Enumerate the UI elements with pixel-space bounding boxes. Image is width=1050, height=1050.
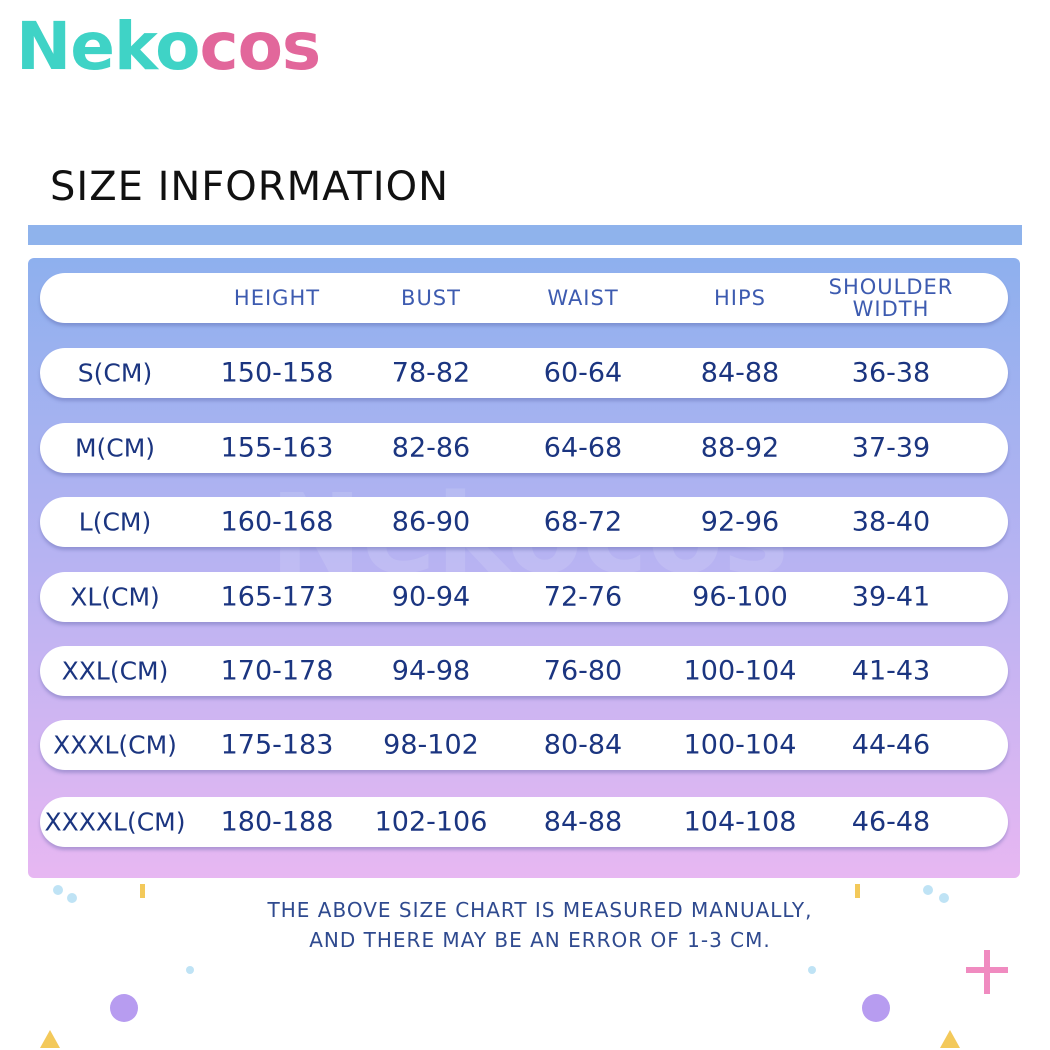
table-cell: 98-102 xyxy=(383,729,479,761)
table-cell: 84-88 xyxy=(700,357,780,389)
table-row xyxy=(40,423,1008,473)
table-cell: 44-46 xyxy=(851,729,931,761)
column-header: BUST xyxy=(401,286,461,310)
table-cell: 39-41 xyxy=(851,581,931,613)
title: SIZE INFORMATION xyxy=(50,164,449,210)
table-row xyxy=(40,348,1008,398)
size-label: XXXXL(CM) xyxy=(44,807,186,837)
table-cell: 37-39 xyxy=(851,432,931,464)
header-row xyxy=(40,273,1008,323)
column-header-line: WIDTH xyxy=(852,297,930,321)
table-cell: 170-178 xyxy=(220,655,334,687)
note-line: AND THERE MAY BE AN ERROR OF 1-3 CM. xyxy=(309,928,771,952)
table-cell: 100-104 xyxy=(683,655,797,687)
column-header: HEIGHT xyxy=(233,286,321,310)
size-label: S(CM) xyxy=(77,358,153,388)
table-cell: 80-84 xyxy=(543,729,623,761)
table-cell: 68-72 xyxy=(543,506,623,538)
logo-part: cos xyxy=(199,8,321,85)
table-cell: 92-96 xyxy=(700,506,780,538)
table-cell: 94-98 xyxy=(391,655,471,687)
table-row xyxy=(40,797,1008,847)
table-cell: 180-188 xyxy=(220,806,334,838)
table-row xyxy=(40,497,1008,547)
note-line: THE ABOVE SIZE CHART IS MEASURED MANUALL… xyxy=(267,898,813,922)
table-cell: 82-86 xyxy=(391,432,471,464)
table-cell: 86-90 xyxy=(391,506,471,538)
table-cell: 36-38 xyxy=(851,357,931,389)
table-row xyxy=(40,572,1008,622)
table-cell: 64-68 xyxy=(543,432,623,464)
band xyxy=(28,225,1022,245)
table-cell: 104-108 xyxy=(683,806,797,838)
table-cell: 88-92 xyxy=(700,432,780,464)
table-row xyxy=(40,646,1008,696)
table-cell: 165-173 xyxy=(220,581,334,613)
table-cell: 175-183 xyxy=(220,729,334,761)
table-cell: 38-40 xyxy=(851,506,931,538)
size-label: XXL(CM) xyxy=(61,656,169,686)
decorations xyxy=(40,884,1008,1048)
table-cell: 155-163 xyxy=(220,432,334,464)
table-cell: 60-64 xyxy=(543,357,623,389)
table-cell: 76-80 xyxy=(543,655,623,687)
table-cell: 46-48 xyxy=(851,806,931,838)
table-cell: 160-168 xyxy=(220,506,334,538)
table-cell: 90-94 xyxy=(391,581,471,613)
size-label: XL(CM) xyxy=(70,582,160,612)
column-header: WAIST xyxy=(547,286,619,310)
column-header: SHOULDER WIDTH xyxy=(829,276,954,320)
logo-part: Nek xyxy=(16,8,156,85)
table-cell: 102-106 xyxy=(374,806,488,838)
size-label: L(CM) xyxy=(78,507,152,537)
table-cell: 96-100 xyxy=(692,581,788,613)
table-cell: 72-76 xyxy=(543,581,623,613)
table-cell: 84-88 xyxy=(543,806,623,838)
table-cell: 150-158 xyxy=(220,357,334,389)
table-cell: 78-82 xyxy=(391,357,471,389)
table-row xyxy=(40,720,1008,770)
table-cell: 100-104 xyxy=(683,729,797,761)
logo-part: o xyxy=(155,8,200,85)
table-cell: 41-43 xyxy=(851,655,931,687)
size-label: XXXL(CM) xyxy=(53,730,177,760)
size-label: M(CM) xyxy=(74,433,156,463)
column-header: HIPS xyxy=(714,286,766,310)
column-header-line: SHOULDER xyxy=(828,275,954,299)
logo: Nekocos xyxy=(16,8,321,85)
